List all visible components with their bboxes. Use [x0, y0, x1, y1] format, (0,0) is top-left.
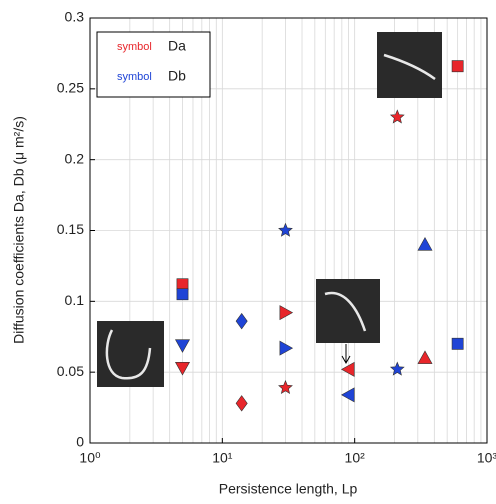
marker: [279, 305, 294, 321]
y-axis-label: Diffusion coefficients Da, Db (μ m²/s): [11, 116, 27, 344]
marker: [235, 395, 248, 412]
arrow: [341, 344, 351, 365]
marker: [174, 362, 191, 376]
y-tick-label: 0.2: [65, 150, 85, 166]
marker: [278, 379, 293, 395]
marker: [279, 340, 294, 356]
x-tick-label: 10¹: [212, 450, 233, 466]
x-tick-label: 10²: [345, 450, 366, 466]
inset-image: [377, 32, 442, 98]
y-tick-label: 0.3: [65, 9, 85, 25]
legend-label: Db: [168, 68, 186, 84]
marker: [389, 109, 405, 124]
marker: [389, 361, 405, 376]
marker: [176, 278, 189, 291]
x-axis-label: Persistence length, Lp: [219, 481, 358, 497]
y-tick-label: 0.1: [65, 292, 85, 308]
marker: [174, 339, 191, 353]
marker: [340, 361, 355, 377]
marker: [417, 350, 433, 364]
legend-symbol-label: symbol: [117, 71, 152, 83]
legend-symbol-label: symbol: [117, 41, 152, 53]
x-tick-label: 10⁰: [79, 450, 101, 466]
y-tick-label: 0.15: [57, 221, 84, 237]
marker: [451, 60, 464, 73]
y-tick-label: 0: [76, 434, 84, 450]
marker: [278, 222, 293, 237]
marker: [340, 387, 355, 403]
marker: [176, 288, 189, 301]
marker: [417, 237, 433, 251]
marker: [235, 312, 248, 330]
legend-label: Da: [168, 38, 186, 54]
inset-image: [316, 279, 380, 343]
marker: [451, 337, 464, 350]
legend-box: [96, 31, 211, 98]
y-tick-label: 0.25: [57, 80, 84, 96]
x-tick-label: 10³: [477, 450, 496, 466]
inset-image: [97, 321, 164, 387]
y-tick-label: 0.05: [57, 363, 84, 379]
